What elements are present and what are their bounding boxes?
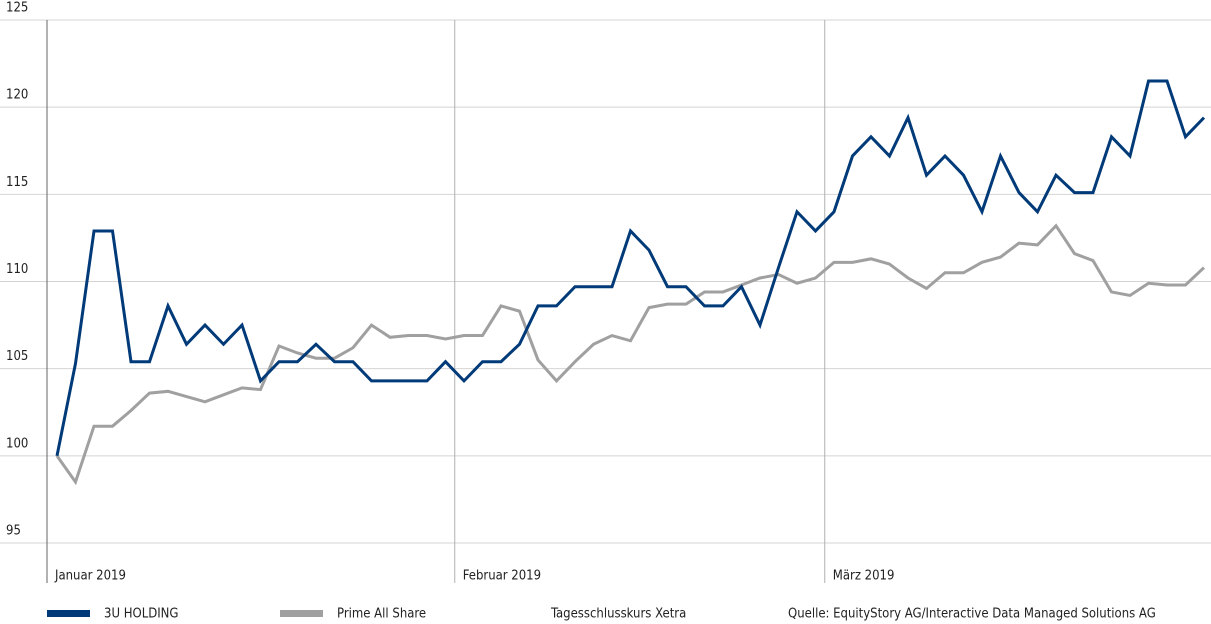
y-tick-label: 95 [6,524,21,539]
legend-label: Prime All Share [337,607,426,622]
note: Tagesschlusskurs Xetra [550,607,686,622]
x-tick-label: Januar 2019 [54,569,126,584]
y-tick-label: 115 [6,175,28,190]
legend-swatch [280,610,323,617]
series-line [55,223,1206,486]
series-line [55,79,1206,457]
y-tick-label: 125 [6,1,28,16]
x-tick-label: Februar 2019 [463,569,541,584]
x-tick-label: März 2019 [833,569,895,584]
source: Quelle: EquityStory AG/Interactive Data … [788,607,1156,622]
y-tick-label: 100 [6,436,28,451]
y-tick-label: 120 [6,88,28,103]
y-tick-label: 105 [6,349,28,364]
legend-label: 3U HOLDING [104,607,179,622]
legend-swatch [47,610,90,617]
y-tick-label: 110 [6,262,28,277]
